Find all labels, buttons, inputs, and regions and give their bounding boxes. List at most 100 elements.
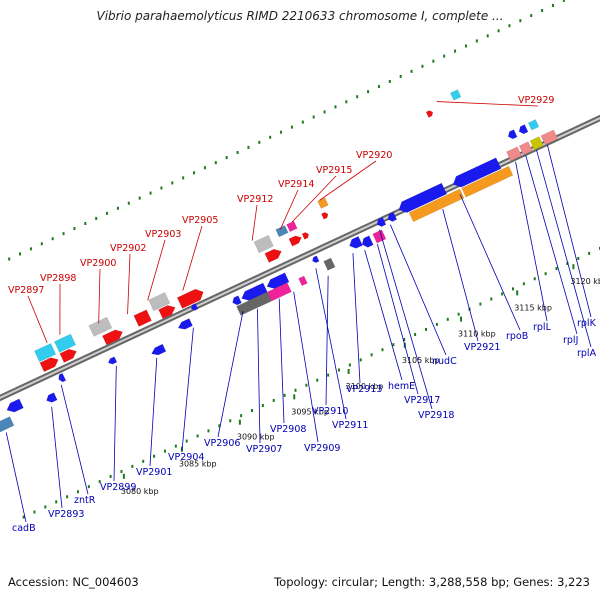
tick-dot-inner (490, 297, 493, 301)
reverse-gene-label: VP2917 (404, 395, 440, 406)
tick-dot-outer (149, 191, 152, 195)
reverse-feature (387, 211, 398, 222)
tick-dot-outer (454, 49, 457, 53)
forward-label-leader (319, 160, 377, 201)
scale-tick-label: 3120 kbp (570, 277, 600, 286)
forward-label-leader (279, 189, 299, 230)
tick-dot-outer (95, 216, 98, 220)
reverse-feature (507, 129, 518, 140)
forward-feature (286, 220, 298, 233)
forward-gene-label: VP2905 (182, 215, 218, 226)
tick-dot-inner (414, 333, 417, 337)
reverse-label-leader (51, 406, 63, 509)
reverse-feature (266, 282, 292, 302)
tick-dot-outer (73, 227, 76, 231)
tick-dot-inner (512, 287, 515, 291)
tick-dot-inner (229, 419, 232, 423)
tick-dot-inner (316, 378, 319, 382)
tick-dot-outer (280, 130, 283, 134)
tick-dot-inner (555, 267, 558, 271)
scale-tick-label: 3095 kbp (291, 407, 329, 416)
forward-feature (158, 305, 176, 320)
reverse-label-leader (278, 298, 285, 424)
tick-dot-outer (247, 145, 250, 149)
tick-dot-outer (138, 196, 141, 200)
tick-dot-outer (377, 85, 380, 89)
tick-dot-outer (160, 186, 163, 190)
scale-tick-label: 3105 kbp (402, 356, 440, 365)
forward-gene-label: VP2929 (518, 95, 554, 106)
gene-labels: 3080 kbp 3085 kbp 3090 kbp 3095 kbp 3100 kbp… (8, 95, 600, 534)
reverse-feature (527, 119, 540, 131)
tick-dot-inner (577, 256, 580, 260)
tick-dot-inner (163, 449, 166, 453)
tick-dot-inner (403, 338, 406, 342)
forward-feature (425, 110, 434, 118)
tick-dot-inner (174, 444, 177, 448)
tick-dot-outer (530, 14, 533, 18)
reverse-label-leader (515, 161, 548, 322)
tick-dot-inner (109, 475, 112, 479)
reverse-feature (312, 255, 320, 264)
forward-feature (253, 234, 274, 254)
forward-feature (102, 329, 123, 346)
tick-dot-inner (337, 368, 340, 372)
reverse-feature (323, 257, 336, 271)
reverse-gene-label: VP2893 (48, 509, 84, 520)
tick-dot-inner (153, 454, 156, 458)
tick-dot-outer (551, 3, 554, 7)
reverse-feature (349, 235, 363, 249)
reverse-label-leader (390, 224, 447, 356)
reverse-gene-label: nudC (432, 356, 457, 367)
reverse-label-leader (181, 327, 194, 452)
tick-dot-outer (127, 201, 130, 205)
tick-dot-outer (106, 211, 109, 215)
forward-feature (39, 357, 59, 373)
tick-dot-outer (203, 166, 206, 170)
reverse-gene-label: VP2907 (246, 444, 282, 455)
reverse-feature (151, 343, 167, 356)
tick-dot-outer (225, 156, 228, 160)
reverse-label-leader (442, 209, 479, 342)
forward-feature (148, 292, 171, 312)
tick-dot-outer (432, 59, 435, 63)
forward-feature (264, 248, 282, 263)
reverse-feature (190, 303, 199, 311)
reverse-label-leader (5, 432, 27, 523)
reverse-feature (241, 282, 268, 301)
reverse-gene-label: VP2906 (204, 438, 240, 449)
scale-tick (516, 290, 519, 296)
tick-dot-outer (421, 64, 424, 68)
forward-feature (133, 309, 152, 327)
tick-dot-inner (196, 434, 199, 438)
reverse-feature (518, 124, 529, 135)
tick-dot-outer (171, 181, 174, 185)
tick-dot-inner (185, 439, 188, 443)
scale-tick (572, 264, 575, 270)
tick-dot-outer (182, 176, 185, 180)
reverse-feature (266, 272, 290, 289)
reverse-feature (529, 136, 544, 151)
reverse-label-leader (546, 144, 592, 318)
reverse-feature (58, 372, 67, 383)
accession: Accession: NC_004603 (8, 575, 139, 589)
scale-tick (122, 473, 125, 479)
tick-dot-outer (29, 247, 32, 251)
scale-tick (293, 394, 296, 400)
scale-tick-label: 3100 kbp (346, 382, 384, 391)
tick-dot-inner (327, 373, 330, 377)
reverse-feature (108, 356, 118, 365)
reverse-feature (408, 188, 465, 223)
forward-feature (321, 212, 329, 220)
reverse-gene-label: VP2921 (464, 342, 500, 353)
tick-dot-inner (348, 363, 351, 367)
forward-label-leader (436, 101, 539, 107)
reverse-feature (506, 146, 522, 162)
tick-dot-outer (388, 80, 391, 84)
tick-dot-inner (218, 424, 221, 428)
forward-label-leader (127, 253, 131, 315)
scale-tick (347, 368, 350, 374)
forward-feature (288, 235, 302, 247)
reverse-label-leader (293, 291, 319, 443)
reverse-label-leader (257, 308, 261, 444)
